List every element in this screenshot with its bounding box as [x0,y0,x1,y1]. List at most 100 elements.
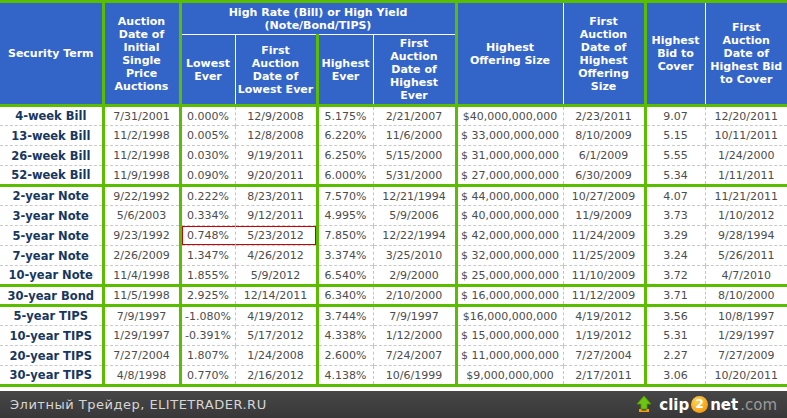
cell-bid-cover-date: 10/11/2011 [705,126,787,146]
cell-lowest-date: 5/23/2012 [235,226,317,246]
cell-offering-date: 10/27/2009 [563,186,645,206]
table-row: 5-year TIPS7/9/1997-1.080%4/19/20123.744… [0,306,787,326]
cell-bid-cover-date: 4/7/2010 [705,266,787,286]
cell-lowest: 0.000% [180,106,235,126]
col-header-first-auction-offering: First Auction Date of Highest Offering S… [563,2,645,106]
cell-bid-cover-date: 10/20/2011 [705,366,787,386]
cell-highest-date: 5/9/2006 [373,206,456,226]
cell-term: 5-year Note [0,226,103,246]
cell-highest-date: 1/12/2000 [373,326,456,346]
cell-term: 2-year Note [0,186,103,206]
cell-initial-auction: 7/27/2004 [103,346,180,366]
cell-term: 3-year Note [0,206,103,226]
cell-lowest-date: 12/14/2011 [235,286,317,306]
cell-highest: 3.374% [317,246,373,266]
cell-offering: $ 15,000,000,000 [456,326,563,346]
cell-initial-auction: 5/6/2003 [103,206,180,226]
cell-lowest: 2.925% [180,286,235,306]
cell-highest-date: 10/6/1999 [373,366,456,386]
logo-text-net: net [710,396,738,414]
cell-offering-date: 2/23/2011 [563,106,645,126]
cell-offering-date: 11/10/2009 [563,266,645,286]
cell-lowest: 0.770% [180,366,235,386]
clip2net-logo[interactable]: clip 2 net .com [635,396,777,414]
cell-lowest-date: 9/20/2011 [235,166,317,186]
cell-lowest-date: 5/9/2012 [235,266,317,286]
cell-highest-date: 2/9/2000 [373,266,456,286]
table-row: 10-year TIPS1/29/1997-0.391%5/17/20124.3… [0,326,787,346]
cell-bid-cover: 3.73 [645,206,705,226]
cell-offering: $ 32,000,000,000 [456,246,563,266]
cell-initial-auction: 11/9/1998 [103,166,180,186]
cell-term: 30-year Bond [0,286,103,306]
col-header-first-auction-highest: First Auction Date of Highest Ever [373,35,456,106]
cell-initial-auction: 7/31/2001 [103,106,180,126]
auction-table-container: Security Term Auction Date of Initial Si… [0,0,787,391]
col-header-highest-offering: Highest Offering Size [456,2,563,106]
cell-initial-auction: 2/26/2009 [103,246,180,266]
cell-offering-date: 11/9/2009 [563,206,645,226]
cell-bid-cover-date: 1/11/2011 [705,166,787,186]
cell-bid-cover: 5.34 [645,166,705,186]
cell-lowest-date: 9/12/2011 [235,206,317,226]
table-row: 52-week Bill11/9/19980.090%9/20/20116.00… [0,166,787,186]
footer-bar: Элитный Трейдер, ELITETRADER.RU clip 2 n… [0,391,787,418]
cell-highest: 4.995% [317,206,373,226]
cell-term: 5-year TIPS [0,306,103,326]
cell-highest: 6.000% [317,166,373,186]
cell-offering: $9,000,000,000 [456,366,563,386]
col-header-lowest-ever: Lowest Ever [180,35,235,106]
cell-lowest: 1.347% [180,246,235,266]
cell-bid-cover: 5.15 [645,126,705,146]
logo-text-clip: clip [659,396,689,414]
cell-bid-cover: 4.07 [645,186,705,206]
table-row: 5-year Note9/23/19920.748%5/23/20127.850… [0,226,787,246]
cell-highest-date: 5/15/2000 [373,146,456,166]
col-header-first-auction-lowest: First Auction Date of Lowest Ever [235,35,317,106]
cell-bid-cover: 3.72 [645,266,705,286]
col-header-first-auction-bid-cover: First Auction Date of Highest Bid to Cov… [705,2,787,106]
cell-term: 10-year Note [0,266,103,286]
cell-bid-cover: 5.55 [645,146,705,166]
cell-bid-cover-date: 9/28/1994 [705,226,787,246]
cell-bid-cover: 3.24 [645,246,705,266]
cell-bid-cover-date: 1/29/1997 [705,326,787,346]
cell-offering-date: 11/12/2009 [563,286,645,306]
cell-lowest: 1.855% [180,266,235,286]
cell-lowest: 0.030% [180,146,235,166]
auction-table: Security Term Auction Date of Initial Si… [0,0,787,387]
cell-lowest: -0.391% [180,326,235,346]
cell-highest: 4.338% [317,326,373,346]
col-header-highest-bid-cover: Highest Bid to Cover [645,2,705,106]
logo-text-com: .com [740,396,777,414]
table-row: 20-year TIPS7/27/20041.807%1/24/20082.60… [0,346,787,366]
screenshot-root: Security Term Auction Date of Initial Si… [0,0,787,418]
cell-lowest-date: 4/26/2012 [235,246,317,266]
cell-lowest: 0.334% [180,206,235,226]
cell-lowest-date: 8/23/2011 [235,186,317,206]
cell-initial-auction: 1/29/1997 [103,326,180,346]
cell-initial-auction: 11/2/1998 [103,146,180,166]
cell-highest-date: 12/21/1994 [373,186,456,206]
cell-bid-cover-date: 5/26/2011 [705,246,787,266]
cell-offering: $ 33,000,000,000 [456,126,563,146]
cell-initial-auction: 7/9/1997 [103,306,180,326]
cell-lowest-date: 4/19/2012 [235,306,317,326]
cell-offering-date: 2/17/2011 [563,366,645,386]
table-header: Security Term Auction Date of Initial Si… [0,2,787,106]
cell-offering: $ 25,000,000,000 [456,266,563,286]
cell-highest: 6.540% [317,266,373,286]
cell-bid-cover-date: 8/10/2000 [705,286,787,306]
cell-term: 20-year TIPS [0,346,103,366]
table-row: 26-week Bill11/2/19980.030%9/19/20116.25… [0,146,787,166]
cell-bid-cover-date: 7/27/2009 [705,346,787,366]
cell-offering-date: 6/1/2009 [563,146,645,166]
cell-bid-cover-date: 1/10/2012 [705,206,787,226]
cell-initial-auction: 11/4/1998 [103,266,180,286]
cell-highest-date: 12/22/1994 [373,226,456,246]
cell-initial-auction: 9/23/1992 [103,226,180,246]
cell-highest-date: 2/21/2007 [373,106,456,126]
cell-term: 10-year TIPS [0,326,103,346]
cell-lowest: 1.807% [180,346,235,366]
cell-lowest-date: 1/24/2008 [235,346,317,366]
